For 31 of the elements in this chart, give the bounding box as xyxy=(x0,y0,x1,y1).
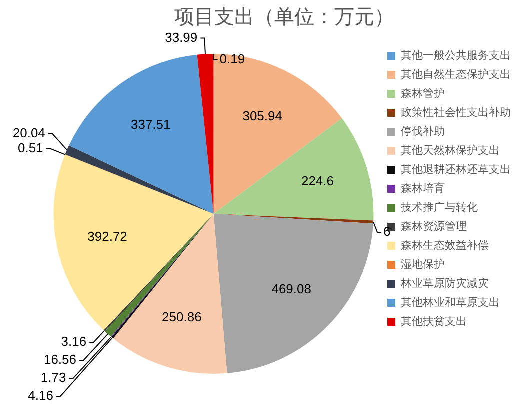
data-label: 20.04 xyxy=(12,125,46,140)
legend-label: 技术推广与转化 xyxy=(400,201,478,214)
data-label: 224.6 xyxy=(301,174,334,189)
data-label: 3.16 xyxy=(61,334,87,350)
data-label: 16.56 xyxy=(44,352,77,368)
data-label: 6 xyxy=(384,224,391,240)
data-label: 305.94 xyxy=(242,108,282,124)
legend-label: 其他一般公共服务支出 xyxy=(401,49,511,62)
legend-label: 其他自然生态保护支出 xyxy=(401,68,511,82)
data-label: 250.86 xyxy=(162,310,202,325)
data-label: 33.99 xyxy=(165,30,198,45)
legend-label: 森林资源管理 xyxy=(401,220,467,234)
chart-title: 项目支出（单位：万元） xyxy=(174,6,394,29)
legend-label: 森林生态效益补偿 xyxy=(401,239,489,252)
data-label: 1.73 xyxy=(40,370,66,386)
legend-label: 林业草原防灾减灾 xyxy=(400,277,489,290)
data-label: 0.19 xyxy=(220,52,246,67)
data-label: 392.72 xyxy=(88,229,128,244)
legend-label: 其他林业和草原支出 xyxy=(401,296,500,310)
data-label: 469.08 xyxy=(272,282,312,297)
data-label: 337.51 xyxy=(130,116,171,132)
legend-label: 湿地保护 xyxy=(401,258,445,272)
legend-label: 其他退耕还林还草支出 xyxy=(401,163,511,176)
legend-label: 停伐补助 xyxy=(401,125,445,138)
data-label: 0.51 xyxy=(18,140,44,156)
legend-label: 其他扶贫支出 xyxy=(401,315,467,328)
legend-label: 森林管护 xyxy=(401,87,445,100)
legend-label: 森林培育 xyxy=(401,182,445,196)
legend-label: 其他天然林保护支出 xyxy=(401,144,500,158)
data-label: 4.16 xyxy=(28,388,54,404)
legend-label: 政策性社会性支出补助 xyxy=(401,106,511,120)
